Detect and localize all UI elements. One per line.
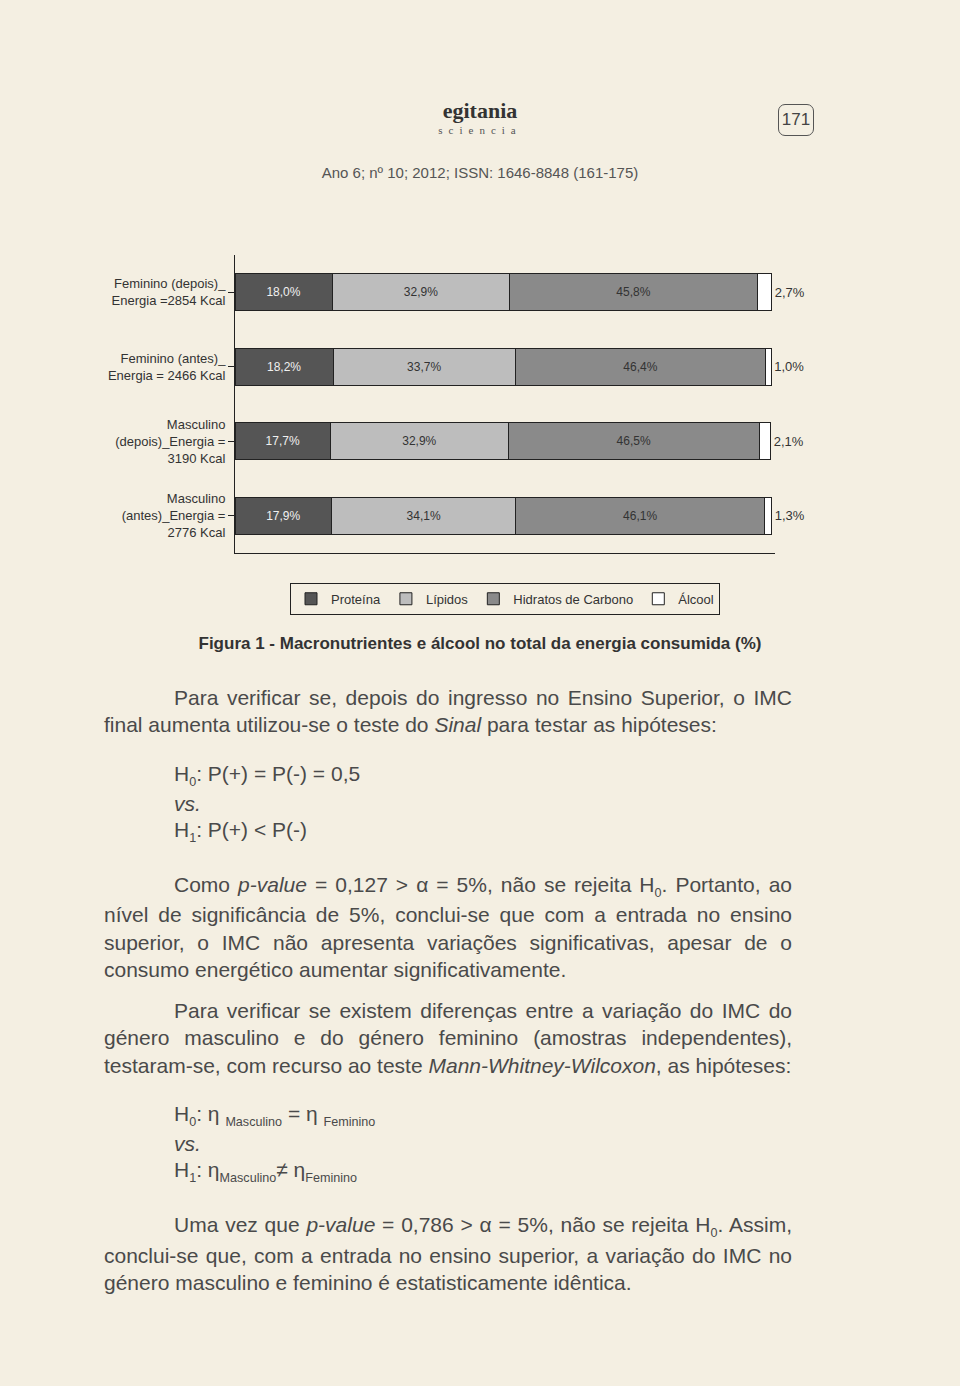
svg-text:46,4%: 46,4% <box>623 360 657 374</box>
html-text:Para verificar se existem dife: Para verificar se existem diferenças ent… <box>104 999 792 1077</box>
html-text:sciencia: sciencia <box>438 124 522 136</box>
html-text:egitania: egitania <box>442 98 518 123</box>
html-text:H0: P(+) = P(-) = 0,5: H0: P(+) = P(-) = 0,5 <box>174 761 361 789</box>
svg-text:17,9%: 17,9% <box>266 509 300 523</box>
html-text:Para verificar se, depois do i: Para verificar se, depois do ingresso no… <box>104 686 792 737</box>
svg-text:Hidratos de Carbono: Hidratos de Carbono <box>513 592 633 607</box>
svg-text:17,7%: 17,7% <box>266 434 300 448</box>
html-text:vs.: vs. <box>174 791 201 815</box>
svg-text:18,2%: 18,2% <box>267 360 301 374</box>
html-text:vs.: vs. <box>174 1131 201 1155</box>
html-text:Uma vez que p-value = 0,786 >: Uma vez que p-value = 0,786 > α = 5%, nã… <box>104 1213 792 1294</box>
html-text:H0: ηMasculino= ηFeminino: H0: ηMasculino= ηFeminino <box>174 1102 376 1130</box>
svg-text:2,7%: 2,7% <box>775 285 805 300</box>
html-text:H1: ηMasculino≠ ηFeminino: H1: ηMasculino≠ ηFeminino <box>174 1158 358 1186</box>
svg-text:Lípidos: Lípidos <box>426 592 468 607</box>
html-text:H1: P(+) < P(-): H1: P(+) < P(-) <box>174 817 307 845</box>
svg-text:Masculino(depois)_Energia =319: Masculino(depois)_Energia =3190 Kcal <box>115 417 225 466</box>
html-text:171: 171 <box>781 110 811 129</box>
html-text:Figura 1 - Macronutrientes e á: Figura 1 - Macronutrientes e álcool no t… <box>198 634 762 653</box>
svg-text:Masculino(antes)_Energia =2776: Masculino(antes)_Energia =2776 Kcal <box>122 491 226 540</box>
svg-text:46,1%: 46,1% <box>623 509 657 523</box>
svg-text:34,1%: 34,1% <box>407 509 441 523</box>
svg-text:32,9%: 32,9% <box>404 285 438 299</box>
svg-text:Feminino (antes)_Energia = 246: Feminino (antes)_Energia = 2466 Kcal <box>108 351 226 383</box>
svg-text:46,5%: 46,5% <box>617 434 651 448</box>
svg-text:33,7%: 33,7% <box>407 360 441 374</box>
svg-text:1,3%: 1,3% <box>775 508 805 523</box>
svg-text:45,8%: 45,8% <box>616 285 650 299</box>
svg-text:1,0%: 1,0% <box>774 359 804 374</box>
html-text:Ano 6; nº 10; 2012; ISSN: 1646: Ano 6; nº 10; 2012; ISSN: 1646-8848 (161… <box>321 164 639 181</box>
svg-text:2,1%: 2,1% <box>774 434 804 449</box>
html-text:Como p-value = 0,127 > α = 5%,: Como p-value = 0,127 > α = 5%, não se re… <box>104 872 792 981</box>
svg-text:Feminino (depois)_Energia =285: Feminino (depois)_Energia =2854 Kcal <box>112 276 227 308</box>
svg-text:18,0%: 18,0% <box>266 285 300 299</box>
svg-text:Proteína: Proteína <box>331 592 381 607</box>
svg-text:Álcool: Álcool <box>678 592 714 607</box>
svg-text:32,9%: 32,9% <box>402 434 436 448</box>
